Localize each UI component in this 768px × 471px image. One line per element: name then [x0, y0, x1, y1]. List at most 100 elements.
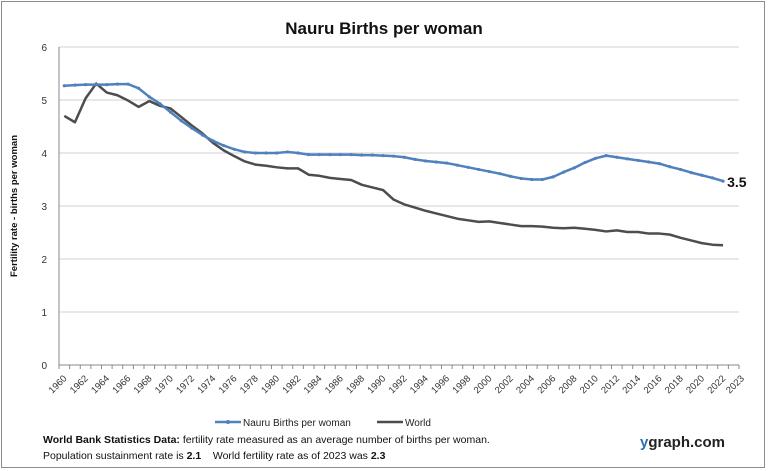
- x-tick-label: 1996: [429, 373, 452, 396]
- footer-world-text: World fertility rate as of 2023 was: [201, 450, 371, 462]
- x-tick-label: 2016: [642, 373, 665, 396]
- data-point: [328, 152, 332, 157]
- x-tick-label: 1984: [302, 373, 325, 396]
- data-point: [455, 163, 460, 167]
- data-point: [338, 152, 343, 157]
- y-tick-label: 0: [41, 361, 47, 372]
- legend-label: Nauru Births per woman: [243, 418, 351, 429]
- brand-logo[interactable]: ygraph.com: [640, 434, 726, 451]
- data-point: [647, 160, 651, 164]
- x-tick-label: 2008: [557, 373, 580, 396]
- data-point: [285, 150, 290, 154]
- x-tick-label: 2002: [493, 373, 516, 396]
- x-tick-label: 1976: [217, 373, 240, 396]
- y-tick-label: 4: [41, 149, 47, 160]
- x-tick-label: 1992: [387, 373, 410, 396]
- y-tick-label: 6: [41, 43, 47, 54]
- data-point: [572, 166, 576, 170]
- data-point: [264, 151, 268, 155]
- x-tick-label: 2014: [620, 373, 643, 396]
- x-tick-label: 2020: [684, 373, 707, 396]
- x-tick-label: 2022: [705, 373, 728, 396]
- data-point: [275, 151, 279, 155]
- data-point: [62, 84, 66, 88]
- data-point: [73, 83, 77, 87]
- footer-line-2: Population sustainment rate is 2.1 World…: [43, 450, 385, 462]
- data-point: [466, 165, 470, 169]
- y-tick-label: 3: [41, 202, 47, 213]
- data-point: [105, 83, 109, 87]
- data-point: [349, 152, 353, 157]
- data-point: [551, 175, 555, 179]
- legend-label: World: [405, 418, 431, 429]
- data-point: [232, 147, 236, 151]
- footer-description: fertility rate measured as an average nu…: [179, 434, 490, 446]
- data-point: [126, 82, 130, 86]
- data-point: [721, 179, 725, 183]
- data-point: [625, 157, 630, 161]
- data-point: [604, 154, 608, 158]
- data-point: [710, 176, 715, 180]
- data-point: [168, 110, 173, 114]
- data-point: [147, 95, 151, 99]
- chart-title: Nauru Births per woman: [285, 19, 482, 38]
- x-tick-label: 1994: [408, 373, 431, 396]
- x-tick-label: 2012: [599, 373, 622, 396]
- series-line-nauru-births-per-woman: [64, 82, 724, 183]
- data-point: [243, 150, 247, 154]
- x-tick-label: 1998: [450, 373, 473, 396]
- footer-source: World Bank Statistics Data:: [43, 434, 180, 446]
- data-point: [94, 83, 98, 87]
- data-point: [700, 173, 704, 177]
- x-tick-label: 1988: [344, 373, 367, 396]
- x-tick-label: 1990: [365, 373, 388, 396]
- data-point: [402, 155, 406, 159]
- y-tick-label: 1: [41, 308, 47, 319]
- x-tick-label: 1968: [132, 373, 155, 396]
- data-point: [540, 177, 545, 182]
- footer-sustain-rate: 2.1: [186, 450, 202, 462]
- x-tick-label: 2018: [663, 373, 686, 396]
- x-tick-label: 1972: [174, 373, 197, 396]
- data-point: [253, 151, 258, 155]
- data-point: [668, 165, 672, 169]
- x-tick-label: 1982: [280, 373, 303, 396]
- data-point: [562, 170, 566, 174]
- x-tick-label: 1970: [153, 373, 176, 396]
- data-point: [487, 169, 491, 174]
- x-tick-label: 2006: [535, 373, 558, 396]
- x-tick-label: 2023: [724, 373, 747, 396]
- footer-line-1: World Bank Statistics Data: fertility ra…: [43, 434, 490, 446]
- x-tick-label: 1966: [110, 373, 133, 396]
- data-label: 3.5: [727, 174, 747, 190]
- data-point: [392, 154, 396, 158]
- data-point: [615, 155, 619, 159]
- data-point: [593, 156, 598, 160]
- data-point: [179, 119, 183, 123]
- data-point: [370, 153, 375, 157]
- data-point: [498, 172, 502, 176]
- data-point: [445, 161, 449, 165]
- data-point: [83, 83, 88, 87]
- data-point: [158, 102, 162, 106]
- data-point: [360, 153, 364, 157]
- data-point: [137, 86, 141, 90]
- data-point: [381, 154, 385, 158]
- data-point: [636, 158, 640, 163]
- data-point: [413, 157, 417, 161]
- data-point: [222, 143, 226, 148]
- data-point: [583, 160, 587, 165]
- data-point: [508, 174, 513, 178]
- data-point: [211, 139, 215, 143]
- footer-sustain-text: Population sustainment rate is: [43, 450, 187, 462]
- data-point: [434, 160, 438, 164]
- y-axis-label: Fertility rate - births per woman: [9, 135, 20, 277]
- x-tick-label: 1978: [238, 373, 261, 396]
- data-point: [689, 171, 693, 175]
- x-tick-label: 1964: [89, 373, 112, 396]
- y-tick-label: 2: [41, 255, 47, 266]
- x-tick-label: 2000: [472, 373, 495, 396]
- data-point: [657, 162, 661, 166]
- data-point: [200, 133, 205, 137]
